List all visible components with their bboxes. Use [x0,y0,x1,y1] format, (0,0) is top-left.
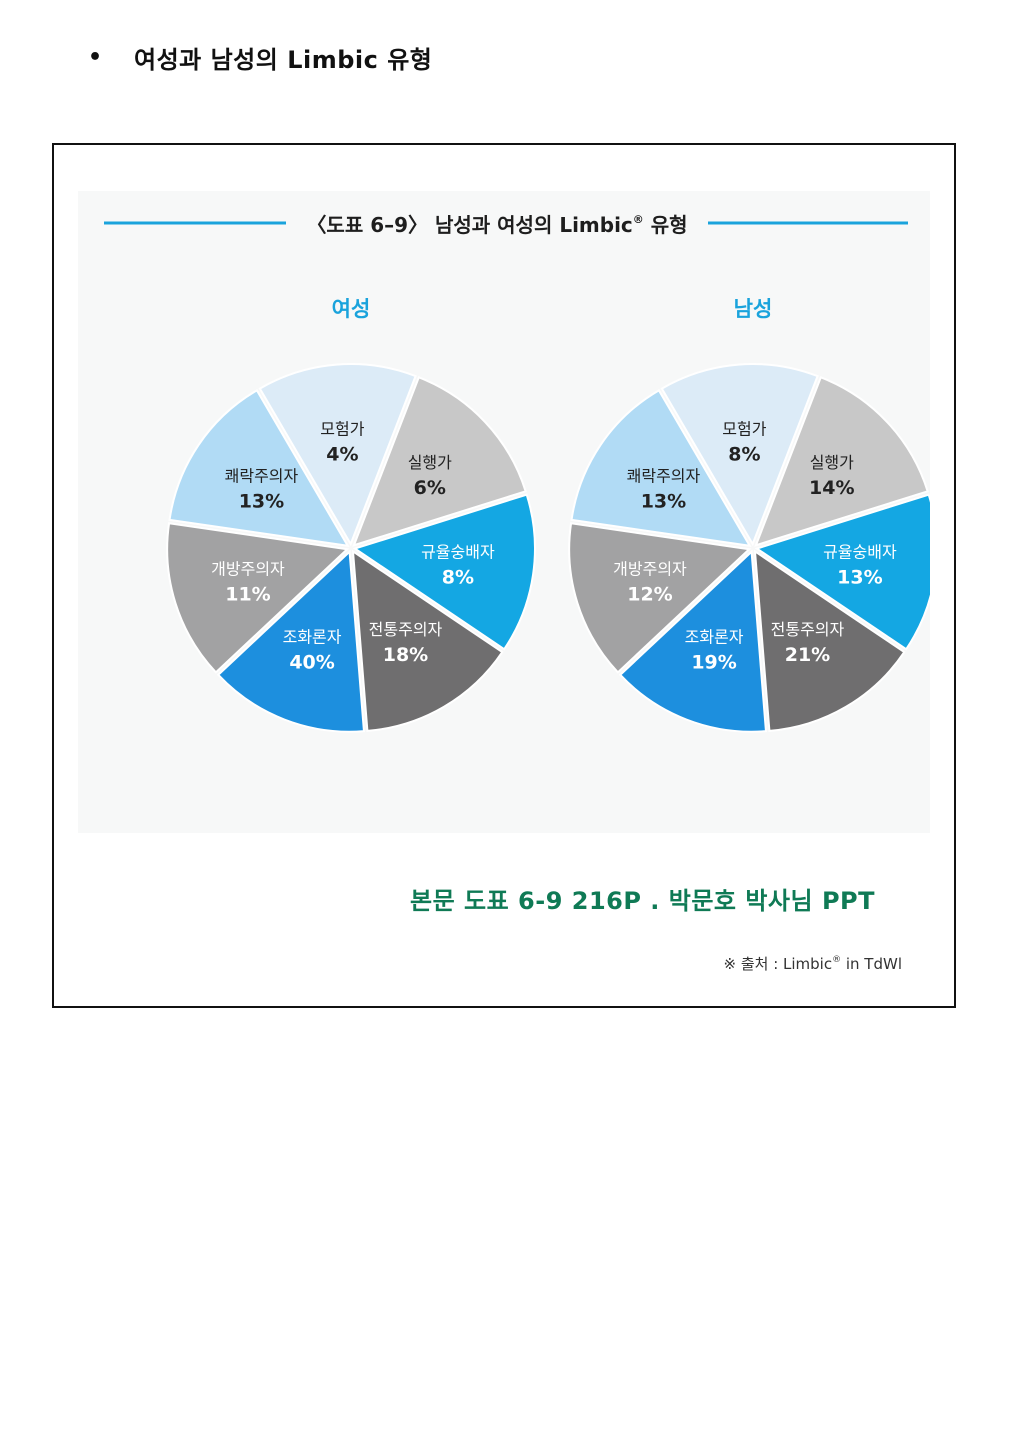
slice-value: 12% [627,583,672,605]
pie-slice-hedonist [570,388,752,548]
pie-slice-harmonizer [618,549,768,733]
figure-frame: 〈도표 6–9〉 남성과 여성의 Limbic® 유형 여성 모험가 4% 실행가 6%… [52,143,956,1008]
figure-title-main: 〈도표 6–9〉 남성과 여성의 Limbic [306,213,632,237]
pie-slice-performer [754,376,929,547]
slice-value: 13% [641,491,686,513]
source-note-svg: ※ 출처 : Limbic® in TdWl [723,955,902,973]
slice-label: 실행가 [408,453,452,472]
page-heading: 여성과 남성의 Limbic 유형 [134,46,433,74]
pie-title: 남성 [734,297,773,321]
slice-label: 모험가 [722,419,766,438]
slice-label: 쾌락주의자 [627,467,701,486]
source-tail: in TdWl [841,955,902,973]
slice-value: 4% [326,443,358,465]
pie-slice-harmonizer [216,549,366,733]
figure-title: 〈도표 6–9〉 남성과 여성의 Limbic® 유형 [306,213,687,237]
pie-slice-performer [352,376,527,547]
slice-value: 14% [809,477,854,499]
slice-value: 18% [383,644,428,666]
slice-label: 개방주의자 [211,559,285,578]
pie-slice-disciplined [352,493,536,651]
slice-value: 13% [239,491,284,513]
source-note: ※ 출처 : Limbic® in TdWl [666,947,906,981]
slice-label: 실행가 [810,453,854,472]
slice-value: 6% [414,477,446,499]
pie-slice-adventurer [258,363,417,547]
slice-value: 19% [691,652,736,674]
slice-label: 규율숭배자 [421,543,495,562]
slice-label: 쾌락주의자 [225,467,299,486]
pie-title: 여성 [332,297,371,321]
bullet: • [88,45,103,70]
pie-slice-adventurer [660,363,819,547]
slice-label: 규율숭배자 [823,543,897,562]
slice-label: 전통주의자 [369,620,443,639]
slice-label: 전통주의자 [771,620,845,639]
pie-slice-traditionalist [351,549,504,732]
figure-title-reg: ® [633,213,644,226]
pie-slice-traditionalist [753,549,906,732]
pie-slice-hedonist [168,388,350,548]
figure-title-tail: 유형 [644,213,688,237]
slice-label: 조화론자 [283,628,342,647]
slice-value: 11% [225,583,270,605]
svg-text:※ 출처 : Limbic® in TdWl: ※ 출처 : Limbic® in TdWl [723,955,902,973]
pie-slice-open-minded [166,522,350,674]
slice-value: 8% [728,443,760,465]
slice-value: 8% [442,567,474,589]
slice-label: 개방주의자 [613,559,687,578]
slice-value: 21% [785,644,830,666]
slice-value: 40% [289,652,334,674]
pie-slice-disciplined [754,493,930,651]
slice-label: 모험가 [320,419,364,438]
caption: 본문 도표 6-9 216P . 박문호 박사님 PPT [410,887,876,915]
heading-row: • 여성과 남성의 Limbic 유형 [88,40,432,75]
figure-panel: 〈도표 6–9〉 남성과 여성의 Limbic® 유형 여성 모험가 4% 실행가 6%… [78,191,930,973]
pie-slice-open-minded [568,522,752,674]
source-prefix: ※ 출처 : Limbic [723,955,832,973]
slice-label: 조화론자 [685,628,744,647]
source-reg: ® [832,955,841,965]
slice-value: 13% [837,567,882,589]
